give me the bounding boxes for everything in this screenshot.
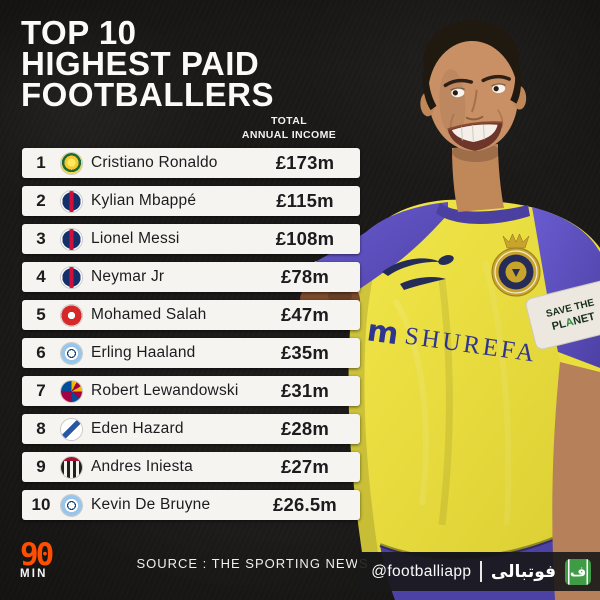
watermark-divider: [480, 561, 482, 582]
player-name: Neymar Jr: [91, 268, 165, 285]
player-name: Robert Lewandowski: [91, 382, 239, 399]
income-value: £115m: [276, 190, 334, 211]
forearm: [552, 362, 600, 600]
rank-number: 2: [36, 191, 46, 210]
title-line-2: HIGHEST PAID: [21, 45, 260, 82]
club-badge-vissel-kobe: [61, 456, 82, 478]
table-row: 3 Lionel Messi £108m: [22, 224, 360, 254]
neck: [452, 142, 504, 212]
table-row: 7 Robert Lewandowski £31m: [22, 376, 360, 406]
club-badge-liverpool: [61, 304, 82, 326]
income-header-line-1: TOTAL: [270, 115, 308, 127]
rank-number: 1: [36, 153, 46, 172]
brand-logo: [382, 255, 454, 290]
player-name: Cristiano Ronaldo: [91, 154, 218, 171]
table-row: 9 Andres Iniesta £27m: [22, 452, 360, 482]
income-value: £35m: [280, 342, 330, 363]
table-row: 6 Erling Haaland £35m: [22, 338, 360, 368]
nose: [470, 89, 478, 113]
rank-number: 5: [36, 305, 46, 324]
rank-number: 4: [36, 267, 46, 286]
title-line-3: FOOTBALLERS: [21, 76, 274, 113]
source-text: SOURCE : THE SPORTING NEWS: [136, 556, 369, 571]
club-badge-real-madrid: [61, 418, 82, 440]
player-name: Andres Iniesta: [91, 458, 193, 475]
watermark-handle: @footballiapp: [371, 562, 472, 580]
90min-logo-min: MIN: [20, 568, 48, 580]
income-value: £47m: [280, 304, 330, 325]
income-value: £173m: [275, 152, 335, 173]
income-column-header: TOTAL ANNUAL INCOME: [238, 115, 340, 142]
income-value: £108m: [275, 228, 335, 249]
rank-number: 7: [36, 381, 46, 400]
club-badge-man-city: [61, 342, 82, 364]
player-name: Kylian Mbappé: [91, 192, 197, 209]
income-value: £31m: [280, 380, 330, 401]
footballi-app-icon: ف: [565, 558, 591, 585]
income-value: £27m: [280, 456, 330, 477]
player-name: Mohamed Salah: [91, 306, 207, 323]
club-crest: [491, 233, 541, 297]
svg-text:PLANET: PLANET: [551, 311, 597, 333]
table-row: 2 Kylian Mbappé £115m: [22, 186, 360, 216]
club-badge-man-city: [61, 494, 82, 516]
rank-number: 3: [36, 229, 46, 248]
player-name: Eden Hazard: [91, 420, 184, 437]
watermark-persian-name: فوتبالی: [490, 561, 556, 582]
90min-logo-number: 90: [20, 537, 54, 573]
club-badge-barcelona: [61, 380, 82, 402]
smile: [447, 121, 503, 151]
income-value: £26.5m: [273, 494, 337, 515]
collar: [436, 203, 530, 224]
head: [420, 19, 527, 151]
rank-number: 10: [31, 495, 51, 514]
captain-armband: SAVE THE PLANET: [525, 280, 600, 350]
player-name: Erling Haaland: [91, 344, 196, 361]
rank-number: 9: [36, 457, 46, 476]
ranking-table: 1 Cristiano Ronaldo £173m 2 Kylian Mbapp…: [22, 148, 360, 528]
club-badge-psg: [61, 228, 82, 250]
club-badge-psg: [61, 190, 82, 212]
club-badge-psg: [61, 266, 82, 288]
page-title: TOP 10 HIGHEST PAID FOOTBALLERS: [21, 14, 274, 113]
table-row: 10 Kevin De Bruyne £26.5m: [22, 490, 360, 520]
table-row: 4 Neymar Jr £78m: [22, 262, 360, 292]
sponsor-logo-mark: m: [365, 313, 401, 352]
table-row: 5 Mohamed Salah £47m: [22, 300, 360, 330]
left-eyebrow: [443, 78, 474, 88]
watermark-bar: @footballiapp فوتبالی ف: [357, 552, 600, 591]
club-badge-al-nassr: [61, 152, 82, 174]
title-line-1: TOP 10: [21, 14, 137, 51]
right-eyebrow: [481, 74, 511, 83]
rank-number: 8: [36, 419, 46, 438]
player-name: Lionel Messi: [91, 230, 180, 247]
globe-icon: A: [564, 316, 575, 330]
income-value: £28m: [280, 418, 330, 439]
player-name: Kevin De Bruyne: [91, 496, 211, 513]
rank-number: 6: [36, 343, 46, 362]
90min-logo: 90 MIN: [20, 537, 54, 581]
income-value: £78m: [280, 266, 330, 287]
table-row: 8 Eden Hazard £28m: [22, 414, 360, 444]
table-row: 1 Cristiano Ronaldo £173m: [22, 148, 360, 178]
income-header-line-2: ANNUAL INCOME: [241, 128, 337, 141]
